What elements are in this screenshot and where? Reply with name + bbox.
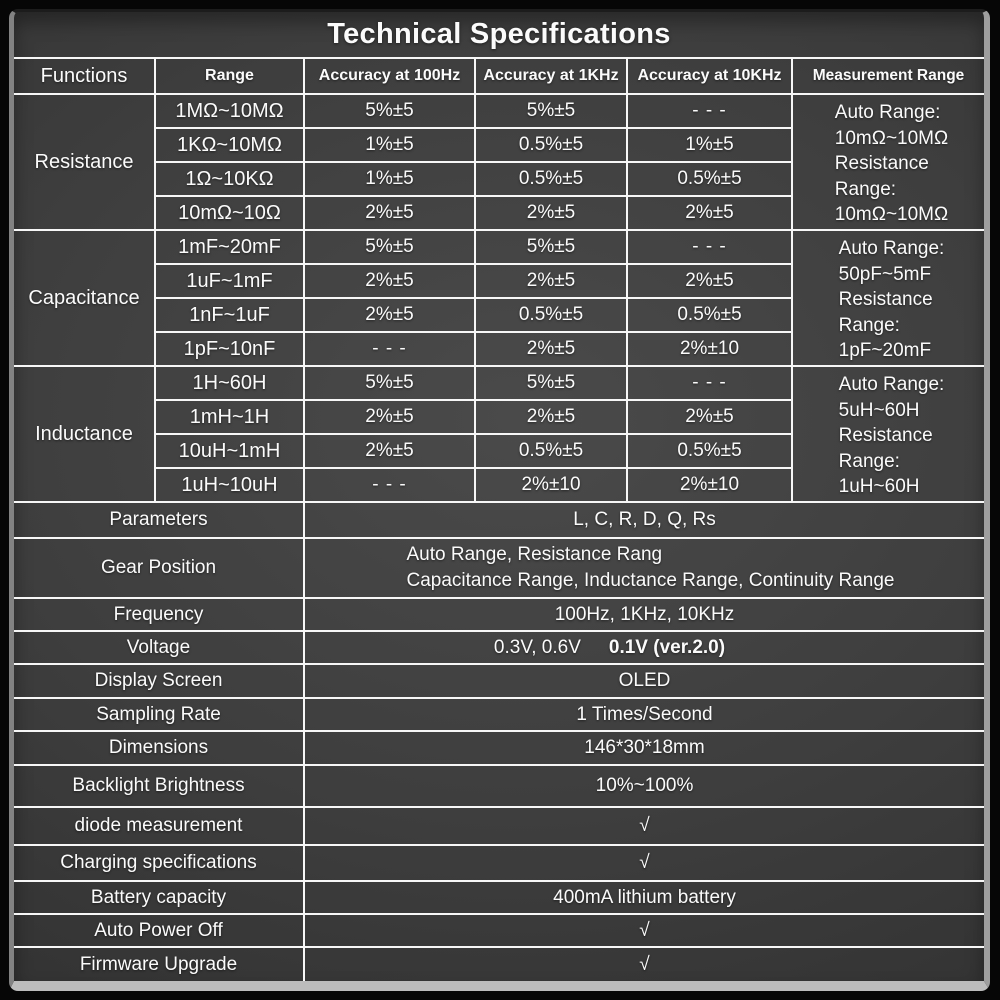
table-cell: 0.5%±5	[476, 163, 628, 197]
table-cell: 2%±5	[305, 197, 476, 231]
table-cell: 0.5%±5	[628, 435, 793, 469]
accuracy-table: Functions Range Accuracy at 100Hz Accura…	[14, 59, 984, 503]
spec-value-display-screen: OLED	[305, 665, 984, 699]
spec-label-battery-capacity: Battery capacity	[14, 882, 305, 915]
table-cell: 1uF~1mF	[156, 265, 305, 299]
col-header-accuracy-100hz: Accuracy at 100Hz	[305, 59, 476, 95]
col-header-accuracy-1khz: Accuracy at 1KHz	[476, 59, 628, 95]
spec-value-sampling-rate: 1 Times/Second	[305, 699, 984, 732]
table-cell: 1mH~1H	[156, 401, 305, 435]
table-cell: - - -	[628, 95, 793, 129]
spec-label-parameters: Parameters	[14, 503, 305, 539]
spec-value-parameters: L, C, R, D, Q, Rs	[305, 503, 984, 539]
function-label-inductance: Inductance	[14, 367, 156, 503]
table-cell: 2%±5	[628, 265, 793, 299]
table-cell: 2%±5	[476, 197, 628, 231]
table-cell: 1KΩ~10MΩ	[156, 129, 305, 163]
table-cell: 10uH~1mH	[156, 435, 305, 469]
col-header-range: Range	[156, 59, 305, 95]
spec-label-sampling-rate: Sampling Rate	[14, 699, 305, 732]
table-cell: 5%±5	[476, 367, 628, 401]
table-cell: 0.5%±5	[476, 299, 628, 333]
measurement-range-capacitance: Auto Range: 50pF~5mF Resistance Range: 1…	[793, 231, 984, 367]
table-cell: 2%±5	[305, 401, 476, 435]
table-cell: 0.5%±5	[476, 435, 628, 469]
voltage-standard-values: 0.3V, 0.6V	[493, 636, 581, 658]
spec-label-voltage: Voltage	[14, 632, 305, 665]
spec-label-display-screen: Display Screen	[14, 665, 305, 699]
table-cell: 2%±5	[305, 299, 476, 333]
table-cell: 5%±5	[476, 231, 628, 265]
col-header-measurement-range: Measurement Range	[793, 59, 984, 95]
table-cell: 2%±10	[476, 469, 628, 503]
voltage-ver2-value: 0.1V (ver.2.0)	[608, 636, 726, 658]
spec-value-battery-capacity: 400mA lithium battery	[305, 882, 984, 915]
table-cell: 5%±5	[305, 367, 476, 401]
table-cell: 2%±5	[628, 197, 793, 231]
firmware-upgrade-checkmark: √	[639, 953, 650, 975]
table-cell: - - -	[628, 367, 793, 401]
table-cell: - - -	[305, 469, 476, 503]
table-cell: 2%±5	[628, 401, 793, 435]
table-cell: 5%±5	[305, 95, 476, 129]
measurement-range-resistance: Auto Range: 10mΩ~10MΩ Resistance Range: …	[793, 95, 984, 231]
spec-value-dimensions: 146*30*18mm	[305, 732, 984, 766]
table-cell: 2%±10	[628, 333, 793, 367]
measurement-range-inductance: Auto Range: 5uH~60H Resistance Range: 1u…	[793, 367, 984, 503]
page-title: Technical Specifications	[14, 12, 984, 59]
table-cell: 5%±5	[305, 231, 476, 265]
table-cell: 1MΩ~10MΩ	[156, 95, 305, 129]
table-cell: 0.5%±5	[628, 163, 793, 197]
auto-power-off-checkmark: √	[305, 915, 984, 948]
function-label-capacitance: Capacitance	[14, 231, 156, 367]
table-cell: 2%±5	[476, 333, 628, 367]
spec-value-voltage: 0.3V, 0.6V 0.1V (ver.2.0)	[305, 632, 984, 665]
table-cell: 1mF~20mF	[156, 231, 305, 265]
function-label-resistance: Resistance	[14, 95, 156, 231]
diode-measurement-checkmark: √	[305, 808, 984, 846]
table-cell: 1%±5	[305, 129, 476, 163]
charging-specifications-checkmark: √	[305, 846, 984, 882]
spec-label-firmware-upgrade: Firmware Upgrade	[14, 948, 305, 981]
table-cell: 5%±5	[476, 95, 628, 129]
table-cell: 1uH~10uH	[156, 469, 305, 503]
general-spec-table: Parameters L, C, R, D, Q, Rs Gear Positi…	[14, 503, 984, 981]
spec-label-backlight-brightness: Backlight Brightness	[14, 766, 305, 808]
spec-label-charging-specifications: Charging specifications	[14, 846, 305, 882]
col-header-accuracy-10khz: Accuracy at 10KHz	[628, 59, 793, 95]
table-cell: 2%±5	[476, 401, 628, 435]
table-cell: 0.5%±5	[476, 129, 628, 163]
table-cell: 2%±5	[476, 265, 628, 299]
table-cell: 1H~60H	[156, 367, 305, 401]
table-cell: 1%±5	[305, 163, 476, 197]
table-cell: 10mΩ~10Ω	[156, 197, 305, 231]
spec-value-frequency: 100Hz, 1KHz, 10KHz	[305, 599, 984, 632]
spec-value-backlight-brightness: 10%~100%	[305, 766, 984, 808]
spec-card: Technical Specifications Functions Range…	[9, 9, 990, 991]
table-cell: 1pF~10nF	[156, 333, 305, 367]
spec-label-auto-power-off: Auto Power Off	[14, 915, 305, 948]
table-cell: - - -	[305, 333, 476, 367]
table-cell: 1Ω~10KΩ	[156, 163, 305, 197]
table-cell: 1nF~1uF	[156, 299, 305, 333]
spec-label-gear-position: Gear Position	[14, 539, 305, 599]
spec-label-dimensions: Dimensions	[14, 732, 305, 766]
table-cell: 2%±10	[628, 469, 793, 503]
spec-label-frequency: Frequency	[14, 599, 305, 632]
spec-value-gear-position: Auto Range, Resistance Rang Capacitance …	[305, 539, 984, 599]
col-header-functions: Functions	[14, 59, 156, 95]
table-cell: - - -	[628, 231, 793, 265]
table-cell: 2%±5	[305, 265, 476, 299]
spec-label-diode-measurement: diode measurement	[14, 808, 305, 846]
table-cell: 0.5%±5	[628, 299, 793, 333]
table-cell: 1%±5	[628, 129, 793, 163]
table-cell: 2%±5	[305, 435, 476, 469]
